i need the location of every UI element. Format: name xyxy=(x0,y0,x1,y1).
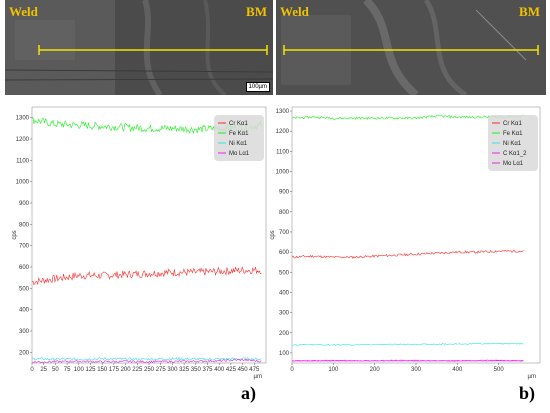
y-tick-label-b: 600 xyxy=(279,250,290,256)
y-tick-label-b: 1000 xyxy=(276,170,290,176)
y-tick-label-b: 300 xyxy=(279,311,290,317)
legend-entry-b: Cr Kα1 xyxy=(503,121,522,127)
weld-label-a: Weld xyxy=(9,4,38,19)
y-tick-label-a: 900 xyxy=(19,201,30,207)
sem-image-a: Weld BM 100µm xyxy=(5,0,273,95)
x-tick-label-a: 175 xyxy=(109,367,120,373)
y-tick-label-a: 400 xyxy=(19,308,30,314)
legend-entry-a: Mo Lα1 xyxy=(229,151,250,157)
series-line-cr-a xyxy=(31,266,262,286)
x-tick-label-b: 200 xyxy=(370,367,381,373)
series-line-cr-b xyxy=(291,249,524,259)
y-axis-label-a: cps xyxy=(12,230,18,239)
eds-line-scan-chart-b: 100 200 300 400 500 600 700 800 900 1000 1100 1200 1… xyxy=(268,105,546,385)
legend-entry-b: C Kα1_2 xyxy=(503,151,527,157)
eds-line-scan-chart-a: 200 300 400 500 600 700 800 900 1000 1100 1200 1300… xyxy=(10,105,272,385)
y-tick-label-a: 1300 xyxy=(16,116,30,122)
panel-label-a: a) xyxy=(241,383,256,403)
legend-box-a xyxy=(214,115,264,161)
x-tick-label-a: 425 xyxy=(226,367,237,373)
legend-box-b xyxy=(488,115,538,171)
x-tick-label-a: 400 xyxy=(214,367,225,373)
y-tick-label-a: 200 xyxy=(19,350,30,356)
y-tick-label-a: 1000 xyxy=(16,180,30,186)
x-tick-label-a: 25 xyxy=(40,367,47,373)
sem-texture-b xyxy=(276,0,546,95)
weld-label-b: Weld xyxy=(280,4,309,19)
sem-image-b: Weld BM xyxy=(276,0,546,95)
legend-entry-b: Fe Kα1 xyxy=(503,131,523,137)
scale-bar-label-a: 100µm xyxy=(245,82,270,92)
x-tick-label-a: 375 xyxy=(202,367,213,373)
x-tick-label-a: 325 xyxy=(179,367,190,373)
x-tick-label-a: 0 xyxy=(30,367,34,373)
x-tick-label-a: 450 xyxy=(238,367,249,373)
x-tick-label-a: 250 xyxy=(144,367,155,373)
series-line-fe-b xyxy=(292,114,524,120)
x-tick-label-a: 125 xyxy=(85,367,96,373)
y-tick-label-a: 300 xyxy=(19,329,30,335)
legend-entry-b: Ni Kα1 xyxy=(503,141,522,147)
y-tick-label-b: 1200 xyxy=(276,129,290,135)
y-tick-label-a: 800 xyxy=(19,222,30,228)
legend-entry-a: Fe Kα1 xyxy=(229,131,249,137)
x-axis-label-a: µm xyxy=(254,374,262,380)
y-tick-label-b: 500 xyxy=(279,270,290,276)
x-tick-label-a: 275 xyxy=(156,367,167,373)
y-tick-label-a: 1100 xyxy=(16,158,30,164)
y-axis-label-b: cps xyxy=(270,230,276,239)
series-line-ni-b xyxy=(291,342,524,346)
x-tick-label-a: 150 xyxy=(97,367,108,373)
x-tick-label-a: 50 xyxy=(52,367,59,373)
x-tick-label-b: 0 xyxy=(290,367,294,373)
y-tick-label-a: 1200 xyxy=(16,137,30,143)
x-tick-label-b: 100 xyxy=(328,367,339,373)
y-tick-label-b: 100 xyxy=(279,351,290,357)
x-tick-label-a: 225 xyxy=(132,367,143,373)
bm-label-a: BM xyxy=(246,4,267,19)
x-tick-label-a: 475 xyxy=(249,367,260,373)
x-tick-label-a: 75 xyxy=(64,367,71,373)
x-tick-label-a: 300 xyxy=(167,367,178,373)
chart-svg-a: 2003004005006007008009001000110012001300… xyxy=(12,106,267,380)
x-axis-label-b: µm xyxy=(528,374,536,380)
y-tick-label-a: 500 xyxy=(19,286,30,292)
legend-entry-a: Cr Kα1 xyxy=(229,121,248,127)
x-tick-label-b: 500 xyxy=(494,367,505,373)
y-tick-label-a: 700 xyxy=(19,244,30,250)
y-tick-label-a: 600 xyxy=(19,265,30,271)
chart-svg-b: 1002003004005006007008009001000110012001… xyxy=(270,106,541,380)
bm-label-b: BM xyxy=(519,4,540,19)
y-tick-label-b: 1100 xyxy=(276,149,290,155)
x-tick-label-a: 200 xyxy=(121,367,132,373)
x-tick-label-b: 400 xyxy=(452,367,463,373)
sem-texture-a xyxy=(5,0,273,95)
legend-entry-a: Ni Kα1 xyxy=(229,141,248,147)
series-line-mo-a xyxy=(31,358,262,364)
legend-entry-b: Mo Lα1 xyxy=(503,161,524,167)
y-tick-label-b: 1300 xyxy=(276,109,290,115)
x-tick-label-a: 100 xyxy=(74,367,85,373)
y-tick-label-b: 800 xyxy=(279,210,290,216)
y-tick-label-b: 400 xyxy=(279,290,290,296)
y-tick-label-b: 200 xyxy=(279,331,290,337)
x-tick-label-a: 350 xyxy=(191,367,202,373)
y-tick-label-b: 700 xyxy=(279,230,290,236)
y-tick-label-b: 900 xyxy=(279,190,290,196)
x-tick-label-b: 300 xyxy=(411,367,422,373)
series-line-ni-a xyxy=(31,356,262,361)
panel-label-b: b) xyxy=(519,383,536,403)
